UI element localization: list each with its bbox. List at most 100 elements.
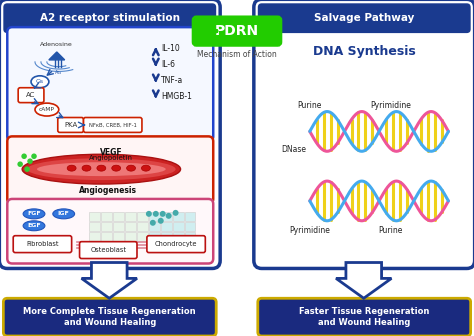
Bar bbox=[184, 232, 195, 241]
Bar bbox=[184, 222, 195, 231]
FancyBboxPatch shape bbox=[13, 236, 72, 253]
FancyBboxPatch shape bbox=[18, 88, 44, 102]
Bar bbox=[125, 212, 136, 221]
Ellipse shape bbox=[82, 165, 91, 171]
Bar bbox=[11, 21, 208, 31]
Ellipse shape bbox=[67, 165, 76, 171]
Text: AC: AC bbox=[27, 92, 36, 98]
Text: cAMP: cAMP bbox=[39, 107, 55, 112]
Circle shape bbox=[24, 166, 30, 172]
Text: Purine: Purine bbox=[297, 100, 321, 110]
Text: IL-6: IL-6 bbox=[161, 60, 175, 69]
Bar bbox=[161, 222, 172, 231]
FancyBboxPatch shape bbox=[58, 118, 83, 132]
Text: TNF-a: TNF-a bbox=[161, 76, 183, 85]
Ellipse shape bbox=[27, 158, 175, 180]
Text: A2 receptor stimulation: A2 receptor stimulation bbox=[40, 13, 180, 23]
Ellipse shape bbox=[112, 165, 121, 171]
Text: Pyrimidine: Pyrimidine bbox=[370, 100, 411, 110]
Text: DNase: DNase bbox=[282, 145, 307, 154]
Polygon shape bbox=[336, 262, 392, 298]
Text: Angiogenesis: Angiogenesis bbox=[79, 186, 137, 195]
Circle shape bbox=[146, 211, 152, 217]
Ellipse shape bbox=[97, 165, 106, 171]
FancyBboxPatch shape bbox=[258, 298, 471, 336]
Text: VEGF: VEGF bbox=[100, 148, 123, 157]
Text: Faster Tissue Regeneration
and Wound Healing: Faster Tissue Regeneration and Wound Hea… bbox=[299, 307, 429, 327]
Text: NFκB, CREB, HIF-1: NFκB, CREB, HIF-1 bbox=[89, 122, 137, 127]
Bar bbox=[90, 222, 100, 231]
Polygon shape bbox=[49, 52, 65, 60]
Bar bbox=[113, 232, 124, 241]
Circle shape bbox=[153, 211, 159, 217]
Text: IGF: IGF bbox=[58, 211, 70, 216]
FancyBboxPatch shape bbox=[254, 0, 474, 268]
Text: Mechanism of Action: Mechanism of Action bbox=[197, 50, 277, 59]
Circle shape bbox=[27, 159, 33, 164]
Circle shape bbox=[158, 218, 164, 224]
Polygon shape bbox=[82, 262, 137, 298]
FancyBboxPatch shape bbox=[83, 118, 142, 132]
Bar bbox=[137, 212, 148, 221]
Bar bbox=[173, 222, 183, 231]
Text: Salvage Pathway: Salvage Pathway bbox=[314, 13, 414, 23]
Text: Osteoblast: Osteoblast bbox=[90, 247, 126, 253]
FancyBboxPatch shape bbox=[3, 3, 216, 33]
Bar bbox=[149, 212, 160, 221]
FancyBboxPatch shape bbox=[7, 27, 213, 141]
Bar bbox=[125, 232, 136, 241]
Circle shape bbox=[166, 213, 172, 219]
Ellipse shape bbox=[53, 209, 74, 219]
Circle shape bbox=[150, 220, 156, 226]
Text: DNA Synthesis: DNA Synthesis bbox=[313, 45, 416, 58]
Bar bbox=[90, 212, 100, 221]
Circle shape bbox=[18, 161, 23, 167]
Bar bbox=[137, 232, 148, 241]
Text: Pyrimidine: Pyrimidine bbox=[289, 226, 330, 235]
Ellipse shape bbox=[22, 154, 181, 184]
Bar bbox=[137, 222, 148, 231]
Text: Gs: Gs bbox=[36, 79, 44, 84]
Bar bbox=[149, 232, 160, 241]
Bar bbox=[173, 232, 183, 241]
Text: Fibroblast: Fibroblast bbox=[26, 241, 59, 247]
Bar bbox=[149, 222, 160, 231]
Bar bbox=[101, 212, 112, 221]
Ellipse shape bbox=[37, 162, 166, 176]
Bar bbox=[266, 21, 463, 31]
Text: PKA: PKA bbox=[64, 122, 77, 128]
Bar bbox=[173, 212, 183, 221]
Ellipse shape bbox=[141, 165, 150, 171]
Bar bbox=[101, 232, 112, 241]
Bar bbox=[113, 222, 124, 231]
Text: EGF: EGF bbox=[27, 223, 41, 228]
Bar bbox=[161, 232, 172, 241]
Circle shape bbox=[173, 210, 179, 216]
Text: FGF: FGF bbox=[27, 211, 41, 216]
Circle shape bbox=[21, 154, 27, 159]
Ellipse shape bbox=[31, 76, 49, 88]
Bar bbox=[90, 232, 100, 241]
Text: HMGB-1: HMGB-1 bbox=[161, 92, 191, 101]
FancyBboxPatch shape bbox=[147, 236, 205, 253]
Text: Angiopoietin: Angiopoietin bbox=[89, 155, 133, 161]
FancyBboxPatch shape bbox=[7, 199, 213, 263]
Ellipse shape bbox=[23, 209, 45, 219]
Bar bbox=[125, 222, 136, 231]
Text: IL-10: IL-10 bbox=[161, 44, 180, 53]
Bar bbox=[184, 212, 195, 221]
Text: Chondrocyte: Chondrocyte bbox=[155, 241, 197, 247]
Bar bbox=[101, 222, 112, 231]
FancyBboxPatch shape bbox=[258, 3, 471, 33]
Bar bbox=[161, 212, 172, 221]
Circle shape bbox=[160, 211, 166, 217]
Text: Adenosine: Adenosine bbox=[40, 42, 73, 47]
Text: Purine: Purine bbox=[378, 226, 403, 235]
Bar bbox=[113, 212, 124, 221]
Text: A₂ₐ: A₂ₐ bbox=[55, 70, 62, 75]
FancyBboxPatch shape bbox=[3, 298, 216, 336]
FancyBboxPatch shape bbox=[0, 0, 220, 268]
FancyBboxPatch shape bbox=[193, 17, 281, 45]
Circle shape bbox=[31, 154, 37, 159]
Text: PDRN: PDRN bbox=[215, 24, 259, 38]
